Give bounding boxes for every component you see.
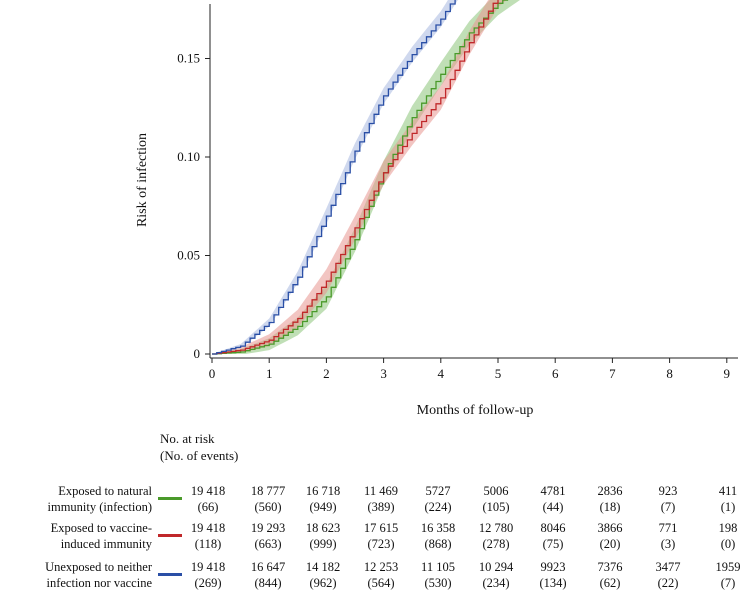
y-tick-label: 0 — [194, 346, 201, 361]
x-axis-title: Months of follow-up — [417, 403, 534, 418]
x-tick-label: 0 — [209, 366, 216, 381]
risk-cell: 19 418 (118) — [190, 521, 226, 551]
risk-cell: 14 182 (962) — [305, 560, 341, 590]
risk-cell: 5727 (224) — [424, 484, 452, 514]
risk-table-header: No. at risk (No. of events) — [160, 430, 238, 464]
risk-cell: 4781 (44) — [540, 484, 566, 514]
y-axis-title: Risk of infection — [135, 133, 150, 227]
risk-row: Exposed to vaccine-induced immunity 19 41… — [0, 520, 748, 560]
risk-cell: 2836 (18) — [597, 484, 623, 514]
risk-row-label: Unexposed to neither infection nor vaccin… — [45, 560, 152, 590]
risk-cell: 18 777 (560) — [250, 484, 286, 514]
x-tick-label: 5 — [495, 366, 502, 381]
risk-cell: 1959 (7) — [715, 560, 741, 590]
y-tick-label: 0.05 — [177, 248, 200, 263]
y-tick-label: 0.10 — [177, 149, 200, 164]
legend-swatch — [158, 534, 182, 537]
y-tick-label: 0.15 — [177, 51, 200, 66]
x-tick-label: 1 — [266, 366, 273, 381]
axes: 00.050.100.150.200.250.300123456789 — [177, 4, 738, 381]
confidence-band-2 — [212, 0, 507, 354]
risk-header-line-1: No. at risk — [160, 431, 215, 446]
x-tick-label: 8 — [666, 366, 673, 381]
series-lines — [212, 0, 509, 355]
risk-cell: 18 623 (999) — [305, 521, 341, 551]
series-line-3 — [212, 0, 456, 355]
legend-swatch — [158, 497, 182, 500]
risk-cell: 3477 (22) — [655, 560, 681, 590]
series-line-2 — [212, 0, 499, 355]
x-tick-label: 9 — [724, 366, 731, 381]
confidence-band-3 — [212, 0, 458, 354]
risk-cell: 11 105 (530) — [421, 560, 455, 590]
risk-cell: 19 293 (663) — [250, 521, 286, 551]
risk-cell: 16 647 (844) — [250, 560, 286, 590]
risk-cell: 16 718 (949) — [305, 484, 341, 514]
confidence-bands — [212, 0, 520, 354]
risk-cell: 12 780 (278) — [478, 521, 514, 551]
risk-row-label: Exposed to natural immunity (infection) — [47, 484, 153, 514]
series-line-1 — [212, 0, 509, 355]
risk-cell: 16 358 (868) — [420, 521, 456, 551]
x-tick-label: 6 — [552, 366, 559, 381]
risk-cell: 11 469 (389) — [364, 484, 398, 514]
risk-cell: 12 253 (564) — [363, 560, 399, 590]
risk-row: Unexposed to neither infection nor vaccin… — [0, 559, 748, 599]
x-tick-label: 2 — [323, 366, 330, 381]
risk-cell: 19 418 (269) — [190, 560, 226, 590]
risk-cell: 5006 (105) — [482, 484, 510, 514]
risk-cell: 3866 (20) — [597, 521, 623, 551]
risk-cell: 9923 (134) — [539, 560, 567, 590]
risk-header-line-2: (No. of events) — [160, 448, 239, 463]
risk-cell: 7376 (62) — [597, 560, 623, 590]
risk-cell: 10 294 (234) — [478, 560, 514, 590]
risk-row: Exposed to natural immunity (infection) 19… — [0, 483, 748, 523]
x-tick-label: 3 — [380, 366, 387, 381]
risk-cell: 771 (3) — [658, 521, 678, 551]
risk-cell: 8046 (75) — [540, 521, 566, 551]
risk-cell: 17 615 (723) — [363, 521, 399, 551]
risk-cell: 923 (7) — [658, 484, 678, 514]
legend-swatch — [158, 573, 182, 576]
x-tick-label: 7 — [609, 366, 616, 381]
risk-cell: 411 (1) — [718, 484, 738, 514]
risk-cell: 198 (0) — [718, 521, 738, 551]
risk-cell: 19 418 (66) — [190, 484, 226, 514]
risk-row-label: Exposed to vaccine-induced immunity — [50, 521, 152, 551]
x-tick-label: 4 — [438, 366, 445, 381]
